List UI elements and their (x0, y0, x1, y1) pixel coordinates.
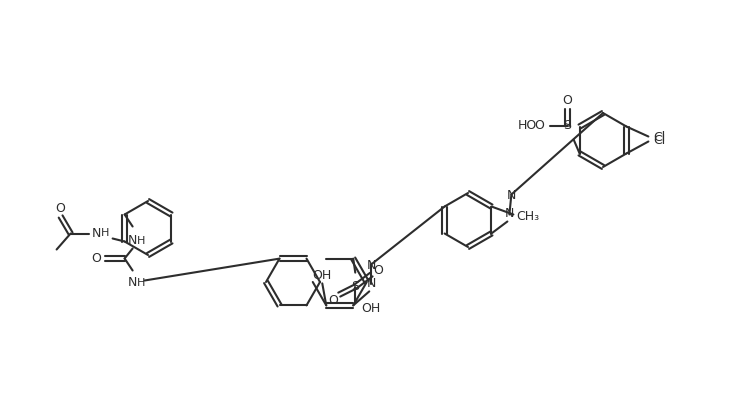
Text: O: O (329, 294, 338, 307)
Text: N: N (92, 227, 101, 240)
Text: CH₃: CH₃ (516, 210, 539, 223)
Text: H: H (101, 229, 109, 238)
Text: N: N (507, 189, 516, 202)
Text: O: O (373, 264, 383, 277)
Text: Cl: Cl (653, 134, 665, 147)
Text: OH: OH (361, 302, 381, 315)
Text: Cl: Cl (653, 131, 665, 144)
Text: O: O (562, 94, 573, 107)
Text: S: S (564, 119, 571, 132)
Text: O: O (56, 202, 66, 215)
Text: O: O (535, 119, 545, 132)
Text: H: H (136, 278, 145, 288)
Text: N: N (128, 276, 137, 289)
Text: HO: HO (518, 119, 537, 132)
Text: O: O (92, 252, 101, 265)
Text: S: S (351, 280, 359, 293)
Text: N: N (504, 207, 514, 220)
Text: N: N (367, 277, 376, 290)
Text: N: N (367, 259, 376, 272)
Text: H: H (136, 236, 145, 246)
Text: N: N (128, 234, 137, 247)
Text: OH: OH (313, 269, 332, 282)
